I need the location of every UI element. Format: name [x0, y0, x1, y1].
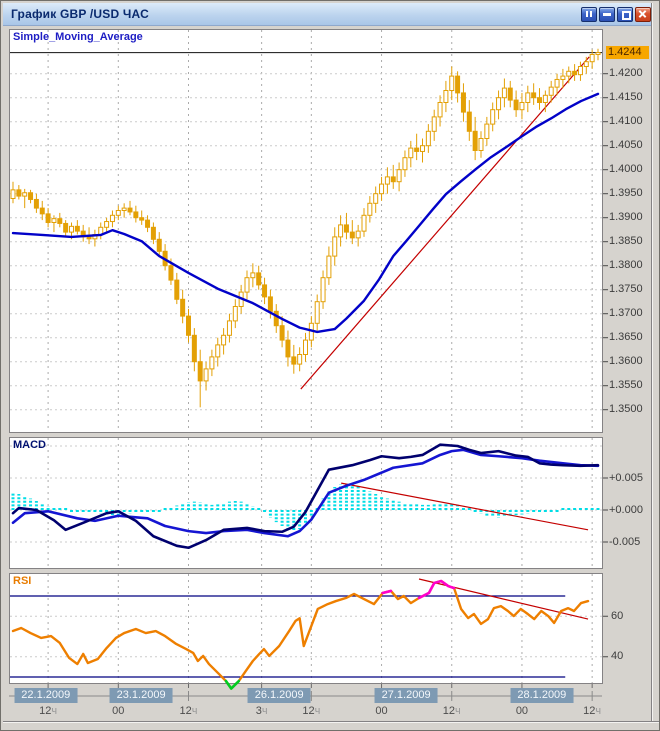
macd-tick-label: +0.005 [609, 471, 643, 484]
current-price-tag: 1.4244 [606, 46, 649, 59]
bottom-frame-strip [3, 721, 659, 730]
price-tick-label: 1.3650 [609, 331, 643, 344]
time-tick-label: 3ч [255, 705, 268, 717]
price-tick-label: 1.3900 [609, 211, 643, 224]
date-badge: 27.1.2009 [374, 688, 438, 703]
date-badge: 22.1.2009 [14, 688, 78, 703]
sma-indicator-label: Simple_Moving_Average [13, 31, 143, 43]
date-badge: 23.1.2009 [109, 688, 173, 703]
rsi-tick-label: 40 [611, 650, 624, 663]
macd-tick-label: -0.005 [609, 535, 641, 548]
price-tick-label: 1.4150 [609, 91, 643, 104]
macd-tick-label: +0.000 [609, 503, 643, 516]
macd-panel[interactable]: MACD [9, 437, 603, 569]
pause-button[interactable] [581, 7, 597, 22]
price-tick-label: 1.3950 [609, 187, 643, 200]
time-tick-label: 12ч [442, 705, 461, 717]
price-tick-label: 1.3550 [609, 379, 643, 392]
price-tick-label: 1.3500 [609, 403, 643, 416]
price-tick-label: 1.4000 [609, 163, 643, 176]
price-panel[interactable]: Simple_Moving_Average [9, 29, 603, 433]
titlebar[interactable]: График GBP /USD ЧАС [3, 3, 657, 26]
date-badge: 26.1.2009 [247, 688, 311, 703]
window-buttons [581, 7, 651, 22]
time-tick-label: 12ч [179, 705, 198, 717]
minimize-button[interactable] [599, 7, 615, 22]
rsi-tick-label: 60 [611, 609, 624, 622]
time-tick-label: 12ч [302, 705, 321, 717]
restore-button[interactable] [617, 7, 633, 22]
price-tick-label: 1.3850 [609, 235, 643, 248]
price-tick-label: 1.3600 [609, 355, 643, 368]
time-tick-label: 12ч [583, 705, 602, 717]
date-badge: 28.1.2009 [510, 688, 574, 703]
time-tick-label: 00 [112, 705, 125, 717]
time-tick-label: 00 [515, 705, 529, 717]
window-title: График GBP /USD ЧАС [11, 7, 149, 21]
time-tick-label: 00 [375, 705, 388, 717]
price-tick-label: 1.4200 [609, 67, 643, 80]
price-tick-label: 1.4100 [609, 115, 643, 128]
rsi-panel[interactable]: RSI [9, 573, 603, 684]
right-frame-strip [651, 3, 659, 721]
rsi-indicator-label: RSI [13, 575, 32, 587]
price-tick-label: 1.3700 [609, 307, 643, 320]
price-tick-label: 1.3800 [609, 259, 643, 272]
price-tick-label: 1.3750 [609, 283, 643, 296]
price-tick-label: 1.4050 [609, 139, 643, 152]
close-button[interactable] [635, 7, 651, 22]
macd-indicator-label: MACD [13, 439, 46, 451]
time-tick-label: 12ч [39, 705, 58, 717]
